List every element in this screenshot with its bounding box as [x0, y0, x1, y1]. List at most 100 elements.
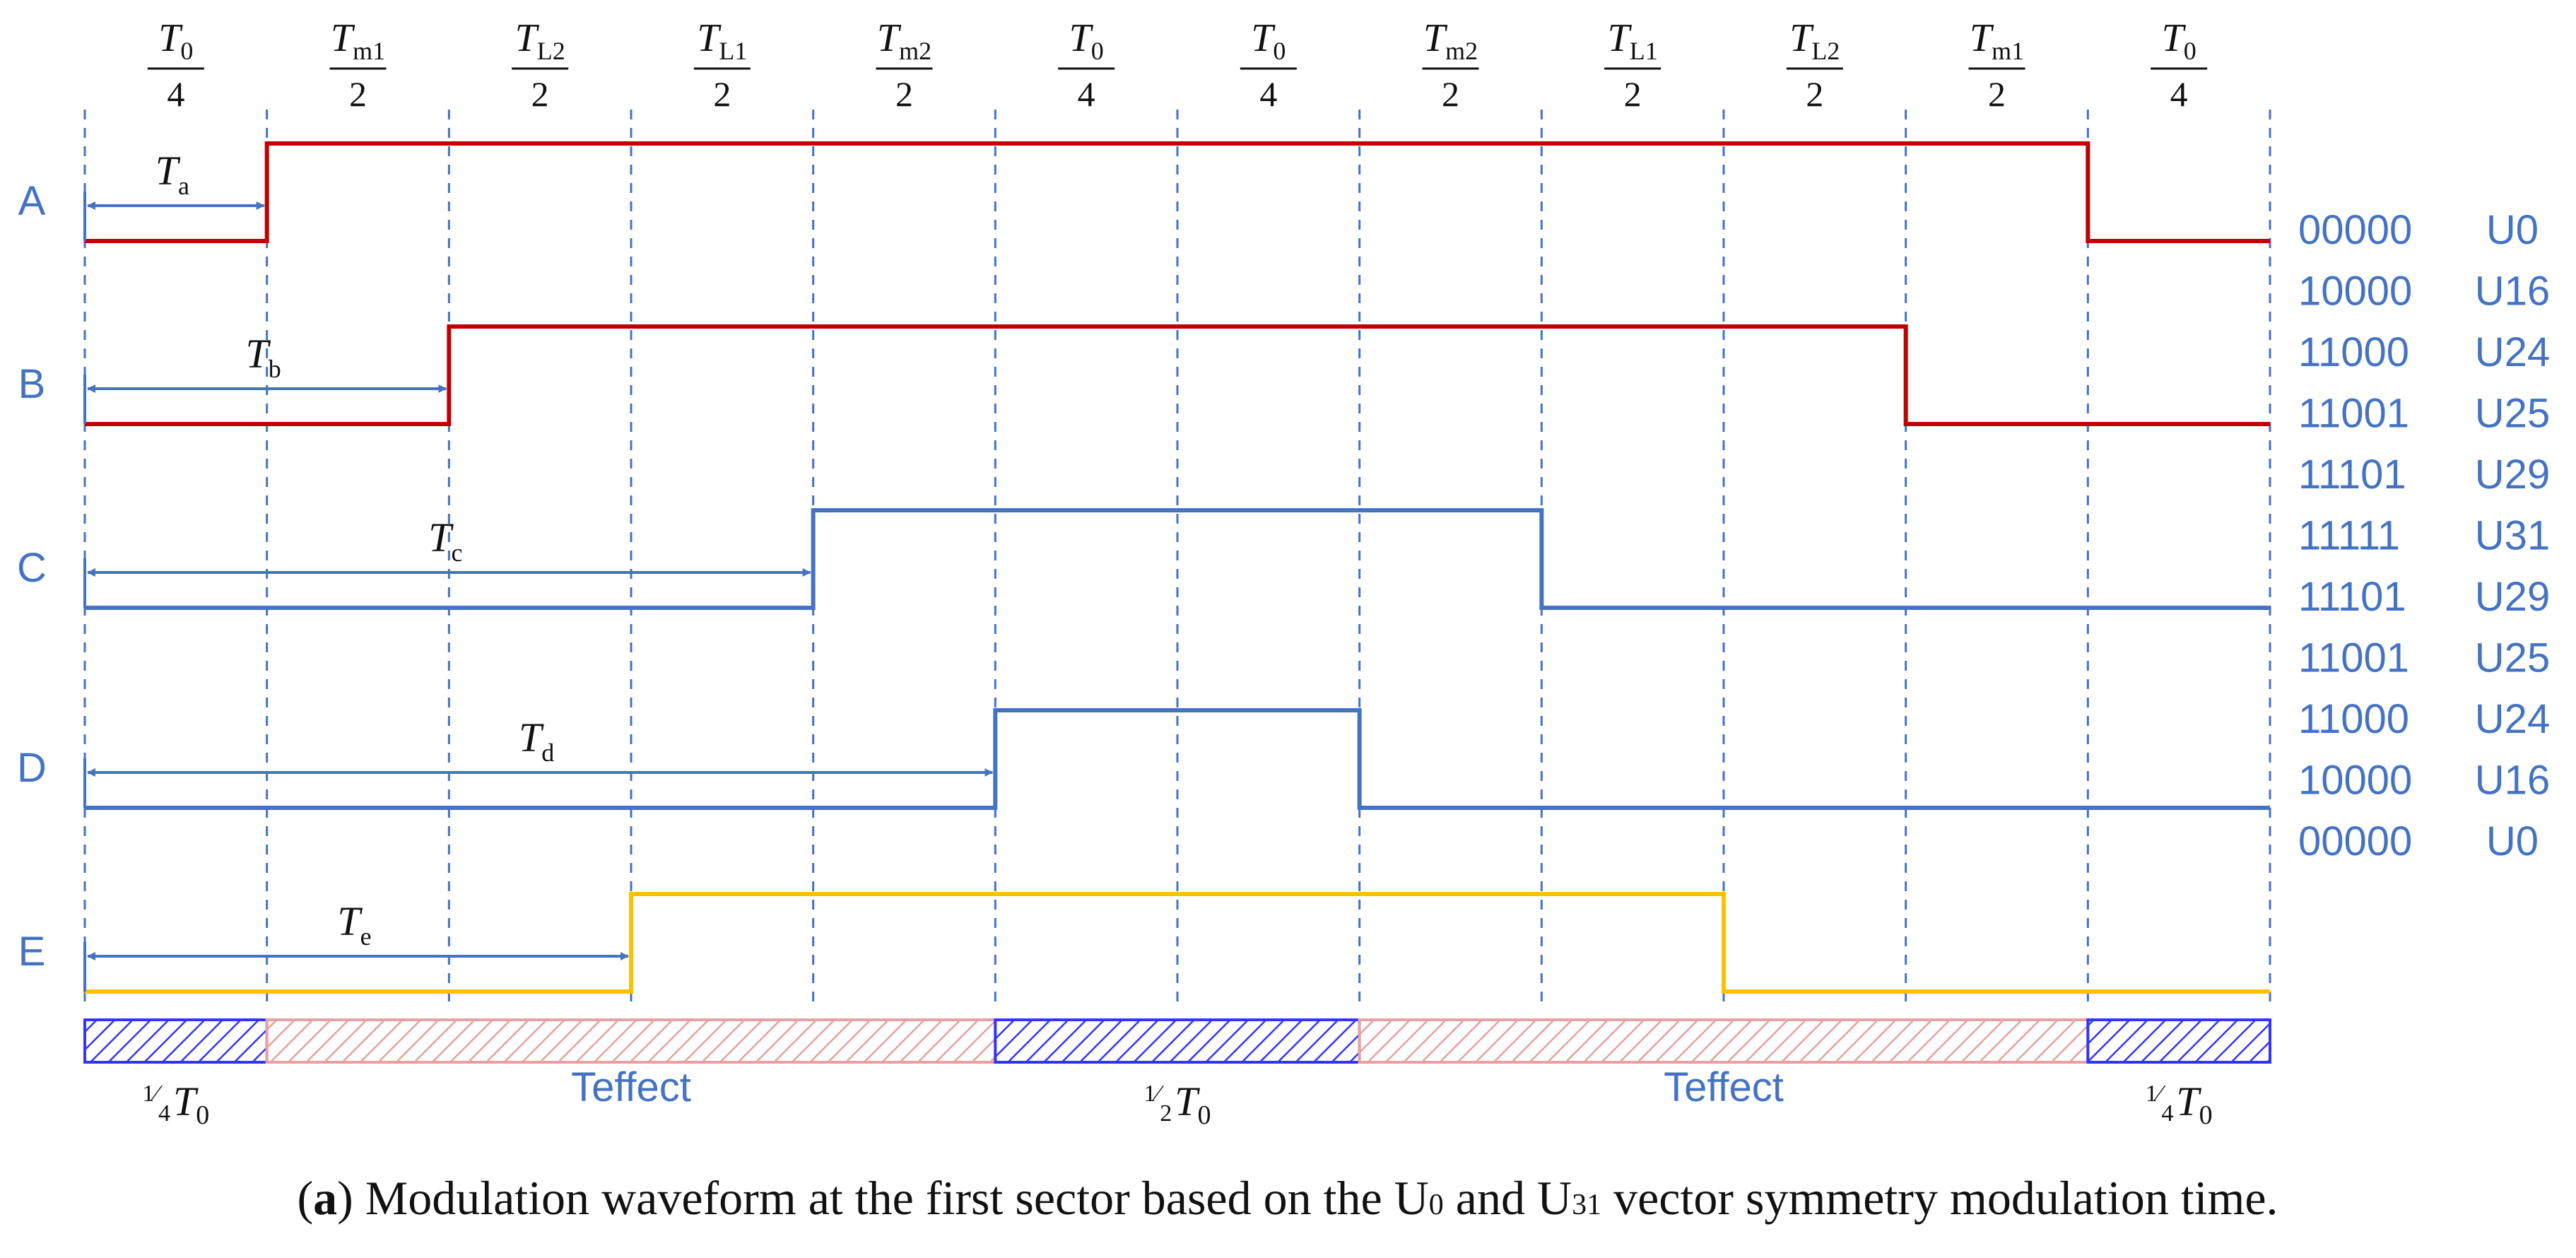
numerator-symbol: T [331, 16, 355, 60]
timing-bar: 1⁄4T0 Teffect 1⁄2T0 Teffect 1⁄4T0 [83, 1018, 2271, 1130]
effective-time-block [1358, 1018, 2090, 1064]
state-vector: U25 [2475, 391, 2550, 437]
state-vector: U16 [2475, 758, 2550, 804]
column-denominator: 2 [1624, 74, 1642, 114]
zero-vector-block [2086, 1018, 2271, 1064]
state-row-6: 11111 U31 [2298, 513, 2550, 559]
numerator-subscript: m2 [899, 37, 931, 65]
teffect-label: Teffect [1664, 1064, 1784, 1110]
column-header-10: TL2 2 [1786, 16, 1843, 114]
column-denominator: 2 [1442, 74, 1459, 114]
state-row-5: 11101 U29 [2298, 452, 2550, 498]
column-numerator: T0 [1251, 16, 1286, 65]
phase-B: B Tb [18, 324, 2270, 426]
phase-waveforms: A Ta B Tb C Tc D Td E Te [17, 141, 2270, 994]
bar-segment-5: 1⁄4T0 [2086, 1018, 2271, 1130]
state-code: 11000 [2298, 696, 2409, 742]
column-header-2: Tm1 2 [329, 16, 387, 114]
column-header-9: TL1 2 [1604, 16, 1662, 114]
column-header-11: Tm1 2 [1968, 16, 2025, 114]
state-code: 00000 [2298, 818, 2412, 864]
zero-vector-block [83, 1018, 269, 1064]
phase-D: D Td [17, 708, 2270, 810]
figure-caption: (a) Modulation waveform at the first sec… [297, 1171, 2278, 1225]
state-vector: U29 [2475, 574, 2550, 620]
delay-subscript: d [541, 739, 554, 767]
column-header-1: T0 4 [147, 16, 204, 114]
caption-text-2: and U [1444, 1171, 1572, 1225]
delay-subscript: a [178, 172, 189, 200]
zero-time-label: 1⁄4T0 [142, 1078, 209, 1130]
numerator-symbol: T [1423, 16, 1448, 60]
state-row-7: 11101 U29 [2298, 574, 2550, 620]
phase-label-B: B [18, 361, 46, 407]
caption-panel-letter: a [313, 1171, 337, 1225]
state-row-10: 10000 U16 [2298, 758, 2550, 804]
fraction-numerator: 1 [2146, 1081, 2158, 1107]
numerator-symbol: T [1069, 16, 1094, 60]
column-header-5: Tm2 2 [876, 16, 933, 114]
delay-symbol: T [155, 148, 181, 194]
fraction-denominator: 4 [158, 1100, 170, 1127]
teffect-label: Teffect [571, 1064, 691, 1110]
time-subscript: 0 [2199, 1100, 2213, 1130]
fraction-numerator: 1 [1144, 1081, 1156, 1107]
delay-subscript: c [451, 539, 462, 567]
time-symbol: T [1175, 1078, 1200, 1124]
column-numerator: TL1 [697, 16, 747, 65]
state-vector: U31 [2475, 513, 2550, 559]
numerator-subscript: 0 [1273, 37, 1286, 65]
delay-label-E: Te [337, 898, 371, 951]
delay-symbol: T [337, 898, 363, 944]
column-numerator: Tm1 [331, 16, 385, 65]
caption-sub-1: 0 [1429, 1189, 1444, 1221]
column-denominator: 2 [713, 74, 731, 114]
state-code: 11001 [2298, 391, 2409, 437]
numerator-symbol: T [697, 16, 722, 60]
delay-label-B: Tb [246, 331, 281, 383]
bar-segment-2: Teffect [265, 1018, 997, 1110]
state-row-2: 10000 U16 [2298, 269, 2550, 314]
time-symbol: T [173, 1078, 199, 1124]
column-numerator: T0 [158, 16, 193, 65]
numerator-subscript: L2 [537, 37, 565, 65]
state-code: 10000 [2298, 758, 2412, 804]
delay-symbol: T [428, 515, 454, 560]
column-denominator: 2 [1806, 74, 1823, 114]
column-numerator: TL2 [1789, 16, 1840, 65]
delay-label-D: Td [519, 715, 554, 767]
column-denominator: 2 [895, 74, 913, 114]
phase-E: E Te [18, 892, 2270, 994]
delay-subscript: e [360, 922, 372, 951]
delay-symbol: T [246, 331, 271, 377]
column-header-8: Tm2 2 [1422, 16, 1479, 114]
zero-time-label: 1⁄4T0 [2146, 1078, 2213, 1130]
time-symbol: T [2176, 1078, 2201, 1124]
phase-waveform-B [85, 324, 2270, 426]
numerator-symbol: T [877, 16, 902, 60]
fraction-numerator: 1 [142, 1081, 154, 1107]
column-numerator: TL1 [1608, 16, 1658, 65]
phase-label-C: C [17, 545, 47, 591]
column-header-7: T0 4 [1240, 16, 1297, 114]
state-code: 00000 [2298, 207, 2412, 253]
state-code: 10000 [2298, 269, 2412, 314]
phase-label-E: E [18, 929, 46, 975]
numerator-symbol: T [1970, 16, 1994, 60]
bar-segment-3: 1⁄2T0 [994, 1018, 1361, 1130]
state-vector: U25 [2475, 635, 2550, 681]
column-denominator: 4 [167, 74, 184, 114]
phase-label-D: D [17, 745, 47, 791]
state-row-4: 11001 U25 [2298, 391, 2550, 437]
state-vector: U24 [2475, 696, 2550, 742]
column-numerator: TL2 [515, 16, 565, 65]
numerator-subscript: L1 [719, 37, 747, 65]
state-row-3: 11000 U24 [2298, 329, 2550, 375]
caption-sub-2: 31 [1572, 1189, 1601, 1221]
phase-waveform-D [85, 708, 2270, 810]
column-header-4: TL1 2 [693, 16, 751, 114]
state-code: 11101 [2298, 574, 2406, 620]
state-code: 11101 [2298, 452, 2406, 498]
zero-time-label: 1⁄2T0 [1144, 1078, 1211, 1130]
numerator-subscript: m1 [1992, 37, 2024, 65]
